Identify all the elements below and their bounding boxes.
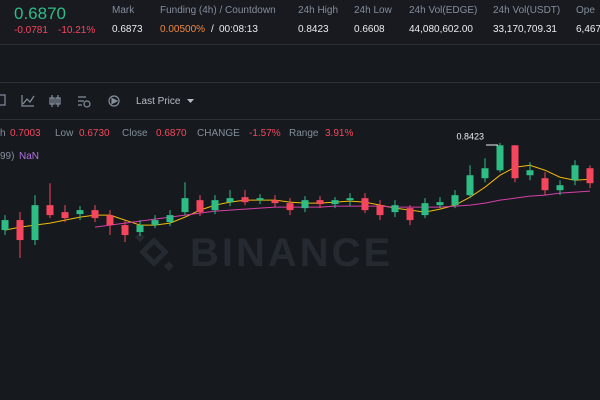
candle-body (361, 198, 369, 211)
ohlc-label: Close (122, 128, 148, 139)
candle-body (181, 198, 189, 213)
chart-toolbar: Last Price (0, 82, 600, 120)
price-change-pct: -10.21% (58, 25, 96, 36)
ohlc-value: 0.7003 (10, 128, 41, 139)
ma-line (94, 190, 591, 228)
ohlc-label: Range (289, 128, 319, 139)
candle-body (136, 225, 144, 233)
watermark: BINANCE (190, 231, 394, 275)
candle-body (406, 208, 414, 221)
candle-body (541, 178, 549, 191)
stat-value: 44,080,602.00 (409, 24, 473, 35)
candle-body (466, 175, 474, 196)
stat-value: 33,170,709.31 (493, 24, 557, 35)
candle-body (31, 205, 39, 241)
icon[interactable] (108, 95, 120, 107)
candle-body (196, 200, 204, 213)
candle-body (286, 203, 294, 211)
candle-body (16, 220, 24, 241)
candle-body (271, 200, 279, 204)
watermark-logo (134, 232, 174, 272)
max-label: 0.8423 (456, 131, 484, 141)
candle-body (436, 202, 444, 206)
candle-body (151, 220, 159, 226)
stat-value: 6,467 (576, 24, 600, 35)
candle-body (76, 210, 84, 215)
candle-body (46, 205, 54, 216)
stat-label: Ope (576, 5, 595, 16)
candle-body (1, 220, 9, 231)
candle-body (256, 198, 264, 201)
icon[interactable] (49, 95, 61, 107)
last-price: 0.6870 (14, 4, 66, 23)
candle-body (526, 170, 534, 176)
stat-value: 0.6873 (112, 24, 143, 35)
tool-icons (0, 94, 120, 108)
stat-label: Funding (4h) / Countdown (160, 5, 276, 16)
ma-label: 99) (0, 151, 15, 162)
ohlc-label: CHANGE (197, 128, 240, 139)
stat-label: 24h Vol(EDGE) (409, 5, 478, 16)
candle-body (331, 200, 339, 205)
ohlc-label: Low (55, 128, 74, 139)
ohlc-value: 3.91% (325, 128, 354, 139)
icon[interactable] (21, 95, 35, 107)
ma-line (4, 164, 591, 231)
candle-body (166, 215, 174, 223)
icon[interactable] (0, 94, 6, 106)
candle-body (226, 198, 234, 203)
icon[interactable] (83, 100, 91, 108)
icon[interactable] (78, 96, 86, 106)
candle-body (451, 195, 459, 206)
candle-body (391, 205, 399, 213)
dropdown-caret[interactable] (186, 97, 196, 107)
candle-body (346, 198, 354, 201)
candle-body (61, 212, 69, 219)
countdown: 00:08:13 (219, 24, 258, 35)
ohlc-value: -1.57% (249, 128, 281, 139)
candle-body (91, 210, 99, 219)
candle-body (586, 168, 594, 184)
ohlc-label: h (0, 128, 6, 139)
icon[interactable] (111, 97, 119, 105)
price-type[interactable]: Last Price (136, 96, 181, 107)
ticker-bar: 0.6870 -0.0781 -10.21% Mark 0.6873 Fundi… (0, 0, 600, 45)
candle-body (421, 203, 429, 216)
ma-value: NaN (19, 151, 40, 162)
candle-body (511, 145, 519, 179)
candle-body (571, 165, 579, 181)
funding-rate: 0.00500% (160, 24, 206, 35)
separator: / (211, 24, 214, 35)
candle-body (301, 200, 309, 209)
stat-label: Mark (112, 5, 135, 16)
stat-label: 24h Low (354, 5, 392, 16)
ohlc-value: 0.6870 (156, 128, 187, 139)
candle-body (481, 168, 489, 179)
stat-value: 0.6608 (354, 24, 385, 35)
candle-body (121, 225, 129, 236)
stat-label: 24h High (298, 5, 339, 16)
stat-value: 0.8423 (298, 24, 329, 35)
ohlc-value: 0.6730 (79, 128, 110, 139)
candle-body (556, 185, 564, 191)
candle-body (211, 200, 219, 211)
candle-body (241, 197, 249, 203)
candle-body (316, 200, 324, 205)
candle-body (376, 205, 384, 216)
stat-label: 24h Vol(USDT) (493, 5, 561, 16)
candle-body (106, 215, 114, 226)
candle-body (496, 145, 504, 171)
price-change: -0.0781 (14, 25, 48, 36)
